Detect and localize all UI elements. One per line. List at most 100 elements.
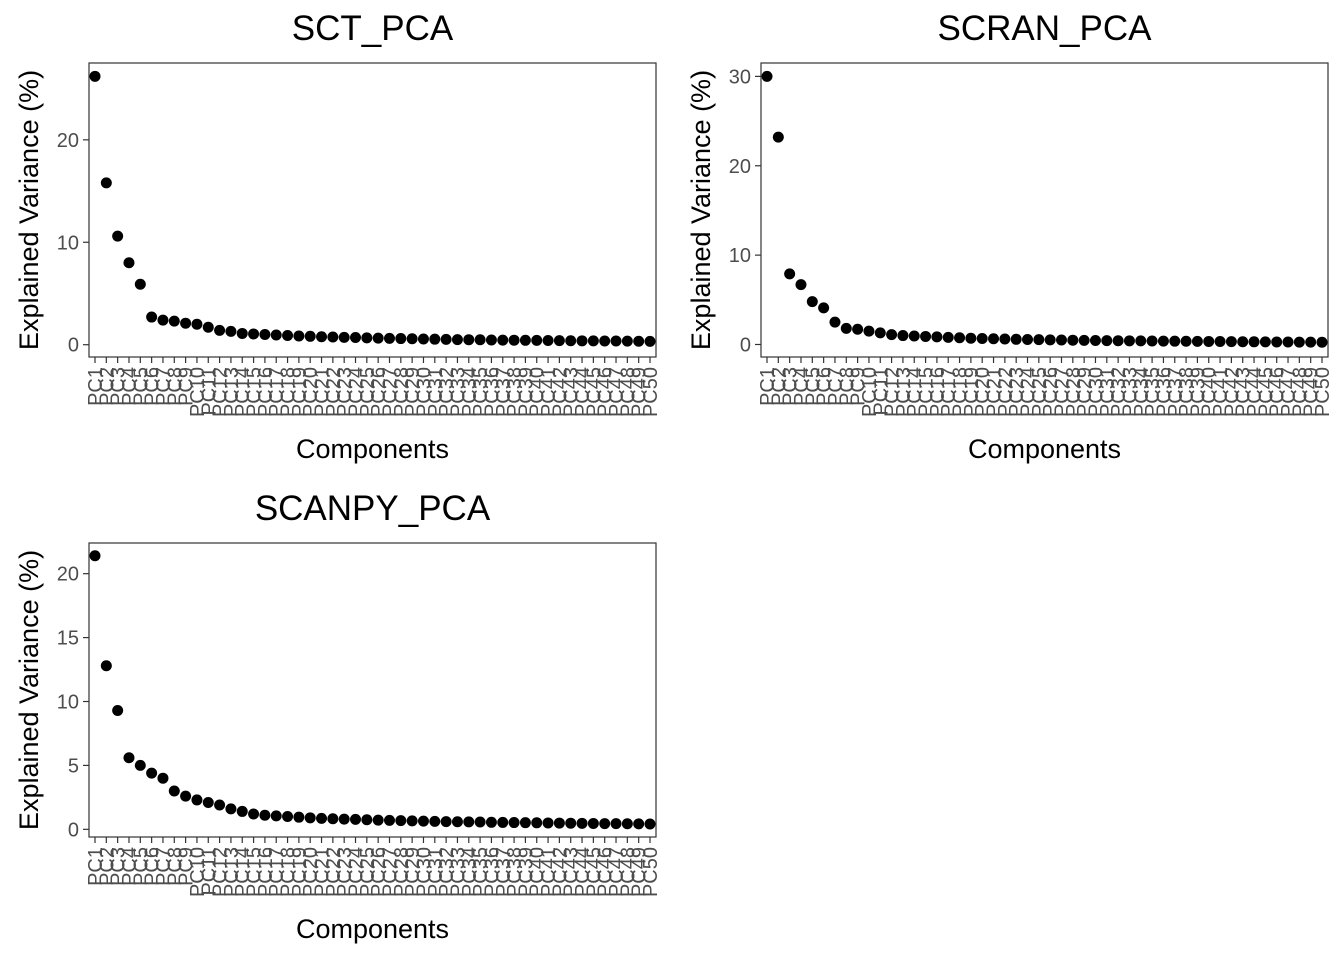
data-point xyxy=(123,257,135,269)
x-tick-label: PC25 xyxy=(357,847,379,897)
x-tick-label: PC8 xyxy=(164,847,186,886)
x-tick-label: PC7 xyxy=(153,847,175,886)
data-point xyxy=(191,794,203,806)
x-tick-label: PC21 xyxy=(984,367,1006,417)
x-tick-label: PC16 xyxy=(927,367,949,417)
x-tick-label: PC27 xyxy=(379,847,401,897)
y-axis-title: Explained Variance (%) xyxy=(14,550,44,830)
x-tick-label: PC42 xyxy=(549,847,571,897)
x-tick-label: PC3 xyxy=(780,367,802,406)
data-point xyxy=(497,816,509,828)
x-tick-label: PC38 xyxy=(504,847,526,897)
data-point xyxy=(259,328,271,340)
data-point xyxy=(1203,335,1215,347)
chart-title: SCANPY_PCA xyxy=(255,489,491,528)
x-tick-label: PC24 xyxy=(1018,367,1040,417)
y-tick-label: 5 xyxy=(68,755,79,777)
x-tick-label: PC19 xyxy=(961,367,983,417)
plot-area: 0 10 20 PC1PC2PC3PC4PC5PC6PC7PC8PC9PC10PC11… xyxy=(57,62,662,417)
x-tick-label: PC45 xyxy=(583,847,605,897)
data-point xyxy=(236,327,248,339)
data-point xyxy=(1135,335,1147,347)
data-point xyxy=(451,334,463,346)
x-tick-label: PC12 xyxy=(210,367,232,417)
data-point xyxy=(1067,334,1079,346)
x-tick-label: PC26 xyxy=(368,847,390,897)
x-tick-label: PC7 xyxy=(153,367,175,406)
x-tick-label: PC46 xyxy=(595,367,617,417)
x-tick-label: PC27 xyxy=(1051,367,1073,417)
data-point xyxy=(282,811,294,823)
y-axis-title: Explained Variance (%) xyxy=(14,70,44,350)
x-tick-label: PC30 xyxy=(1085,367,1107,417)
x-tick-label: PC10 xyxy=(187,847,209,897)
x-tick-label: PC34 xyxy=(1131,367,1153,417)
x-tick-label: PC40 xyxy=(1199,367,1221,417)
x-tick-label: PC3 xyxy=(108,367,130,406)
data-point xyxy=(338,331,350,343)
x-tick-label: PC16 xyxy=(255,367,277,417)
x-tick-label: PC26 xyxy=(1040,367,1062,417)
y-tick-label: 10 xyxy=(57,232,79,254)
x-tick-label: PC43 xyxy=(561,847,583,897)
data-point xyxy=(633,335,645,347)
x-tick-label: PC22 xyxy=(323,847,345,897)
x-tick-label: PC45 xyxy=(583,367,605,417)
data-point xyxy=(1022,333,1034,345)
x-tick-label: PC50 xyxy=(1312,367,1334,417)
data-point xyxy=(112,704,124,716)
data-point xyxy=(874,327,886,339)
x-tick-label: PC13 xyxy=(221,367,243,417)
data-point xyxy=(897,330,909,342)
x-tick-label: PC47 xyxy=(606,367,628,417)
x-tick-label: PC36 xyxy=(481,847,503,897)
x-tick-label: PC33 xyxy=(1119,367,1141,417)
data-point xyxy=(293,330,305,342)
data-point xyxy=(1123,335,1135,347)
data-point xyxy=(954,332,966,344)
x-tick-label: PC17 xyxy=(266,847,288,897)
data-point xyxy=(599,818,611,830)
x-tick-label: PC36 xyxy=(1153,367,1175,417)
data-point xyxy=(1259,336,1271,348)
data-point xyxy=(214,799,226,811)
data-point xyxy=(818,302,830,314)
panel-scran-pca: SCRAN_PCA Components Explained Variance … xyxy=(686,9,1334,464)
data-point xyxy=(157,772,169,784)
x-tick-label: PC8 xyxy=(164,367,186,406)
data-point xyxy=(202,796,214,808)
x-tick-label: PC2 xyxy=(96,847,118,886)
x-tick-label: PC11 xyxy=(198,847,220,896)
data-point xyxy=(327,331,339,343)
data-point xyxy=(248,808,260,820)
x-tick-label: PC4 xyxy=(119,847,141,886)
x-tick-label: PC23 xyxy=(334,367,356,417)
plot-border xyxy=(88,542,657,838)
panel-sct-pca: SCT_PCA Components Explained Variance (%… xyxy=(14,9,662,464)
data-point xyxy=(576,817,588,829)
data-point xyxy=(610,818,622,830)
data-point xyxy=(565,817,577,829)
x-tick-label: PC21 xyxy=(312,847,334,897)
data-point xyxy=(293,811,305,823)
x-tick-label: PC35 xyxy=(470,367,492,417)
x-tick-label: PC31 xyxy=(1097,367,1119,417)
data-point xyxy=(587,335,599,347)
plot-border xyxy=(88,62,657,358)
data-point xyxy=(1237,336,1249,348)
x-tick-label: PC18 xyxy=(278,847,300,897)
x-tick-label: PC50 xyxy=(640,847,662,897)
x-tick-label: PC24 xyxy=(346,847,368,897)
x-tick-label: PC18 xyxy=(950,367,972,417)
x-axis-title: Components xyxy=(296,434,449,464)
data-point xyxy=(531,817,543,829)
x-tick-label: PC16 xyxy=(255,847,277,897)
x-tick-label: PC21 xyxy=(312,367,334,417)
x-tick-label: PC44 xyxy=(1244,367,1266,417)
x-tick-label: PC12 xyxy=(210,847,232,897)
x-tick-label: PC22 xyxy=(995,367,1017,417)
x-tick-label: PC43 xyxy=(561,367,583,417)
data-point xyxy=(784,268,796,280)
y-tick-label: 20 xyxy=(729,156,751,178)
data-point xyxy=(180,790,192,802)
